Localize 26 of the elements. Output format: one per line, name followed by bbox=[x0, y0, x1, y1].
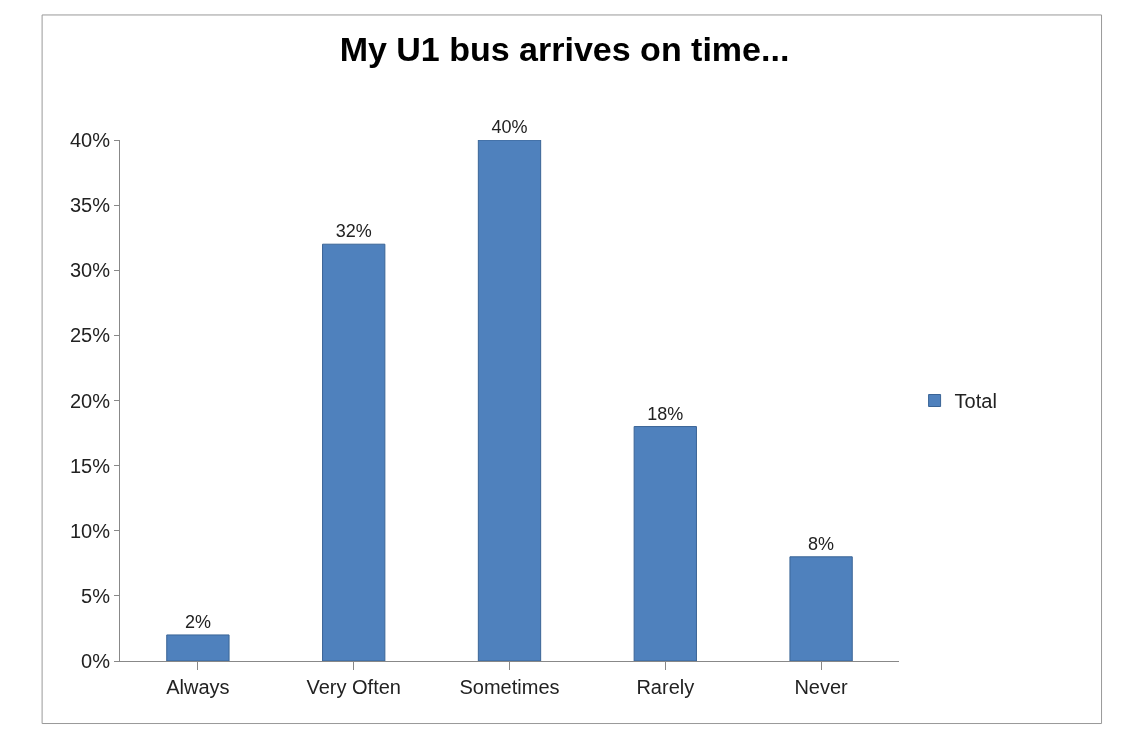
y-tick-label: 15% bbox=[69, 454, 111, 477]
x-tick-label: Very Often bbox=[306, 676, 401, 698]
y-tick-label: 20% bbox=[69, 389, 111, 412]
y-tick-label: 25% bbox=[69, 324, 111, 347]
x-tick-label: Never bbox=[794, 676, 849, 698]
chart-title: My U1 bus arrives on time... bbox=[339, 29, 790, 68]
data-label: 2% bbox=[184, 611, 211, 632]
x-tick-label: Rarely bbox=[636, 676, 695, 698]
bar bbox=[166, 634, 230, 661]
legend-label: Total bbox=[954, 390, 997, 413]
bar bbox=[322, 243, 386, 661]
bar bbox=[789, 556, 853, 661]
y-tick-label: 10% bbox=[69, 519, 111, 542]
y-tick-label: 40% bbox=[69, 129, 111, 151]
bar bbox=[633, 426, 697, 661]
data-label: 8% bbox=[808, 533, 835, 554]
x-tick-label: Sometimes bbox=[459, 676, 560, 698]
data-label: 40% bbox=[491, 117, 528, 137]
data-label: 32% bbox=[335, 221, 372, 242]
bar bbox=[477, 140, 542, 661]
y-tick-label: 30% bbox=[69, 259, 111, 282]
y-tick-label: 5% bbox=[81, 584, 111, 607]
y-tick-label: 35% bbox=[69, 194, 111, 217]
y-tick-label: 0% bbox=[81, 650, 111, 672]
data-label: 18% bbox=[647, 403, 684, 424]
x-tick-label: Always bbox=[166, 676, 230, 698]
